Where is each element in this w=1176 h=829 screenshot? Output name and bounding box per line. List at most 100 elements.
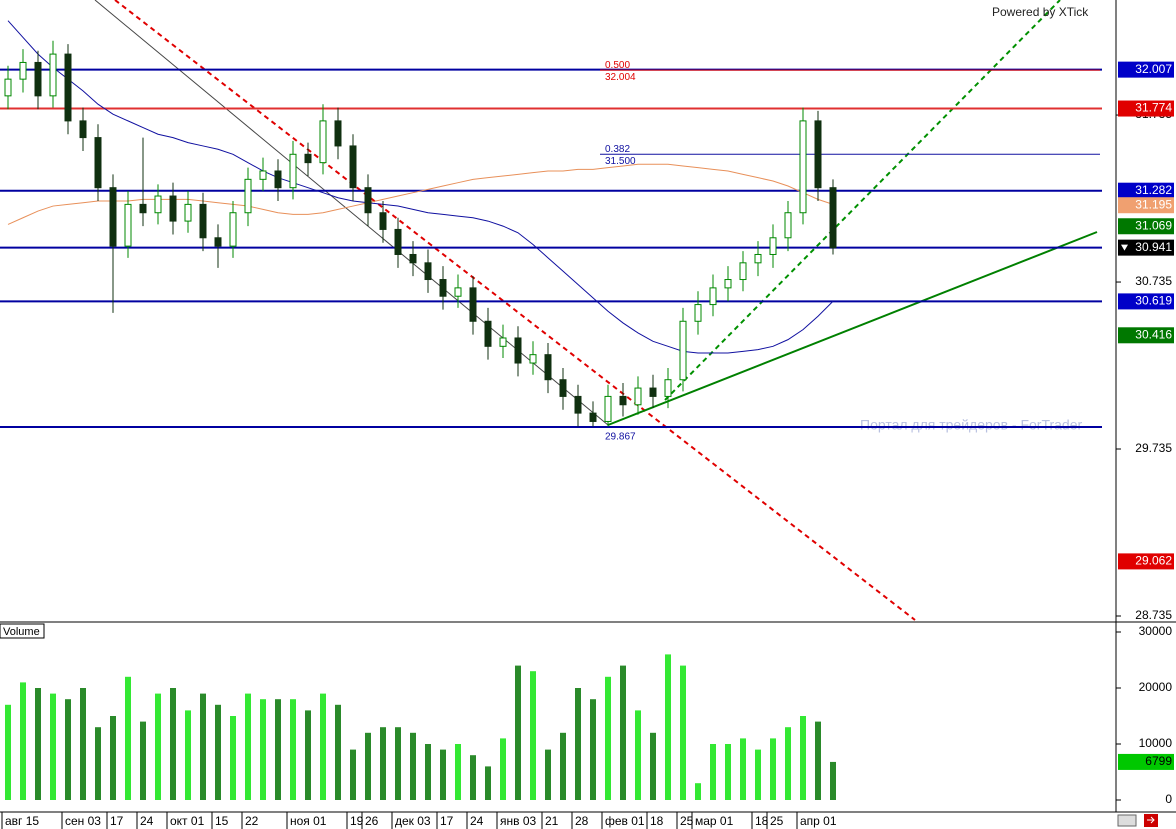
price-box-label: 30.941 (1135, 240, 1172, 254)
volume-bar (95, 727, 101, 800)
volume-bar (740, 738, 746, 800)
volume-bar (20, 682, 26, 800)
volume-bar (230, 716, 236, 800)
volume-bar (290, 699, 296, 800)
candle-body (484, 320, 492, 347)
brand: Powered by XTick (992, 5, 1089, 19)
candle-body (94, 137, 102, 189)
volume-bar (575, 688, 581, 800)
x-tick-label: 17 (440, 814, 454, 828)
scroll-button[interactable] (1117, 814, 1137, 827)
candle-body (544, 354, 552, 381)
volume-bar (455, 744, 461, 800)
candle-body (379, 212, 387, 230)
exit-icon (1147, 816, 1155, 824)
candle-body (334, 120, 342, 147)
price-box (1118, 100, 1174, 117)
candle-body (784, 212, 792, 239)
y-tick-label: 29.735 (1135, 441, 1172, 455)
candle-body (604, 395, 612, 422)
volume-bar (305, 710, 311, 800)
candle-body (199, 203, 207, 239)
candle-body (649, 387, 657, 397)
x-tick-label: 21 (545, 814, 559, 828)
volume-tick-label: 0 (1165, 792, 1172, 806)
volume-bar (35, 688, 41, 800)
candle-body (769, 237, 777, 255)
volume-bar (800, 716, 806, 800)
volume-bar (440, 749, 446, 800)
y-tick-label: 30.735 (1135, 274, 1172, 288)
volume-bar (185, 710, 191, 800)
price-box-label: 31.774 (1135, 101, 1172, 115)
candle-body (214, 237, 222, 247)
candle-body (319, 120, 327, 164)
volume-bar (170, 688, 176, 800)
volume-bar (350, 749, 356, 800)
volume-bar (770, 738, 776, 800)
watermark: Портал для трейдеров - ForTrader (860, 417, 1082, 433)
candle-body (154, 195, 162, 214)
volume-bar (215, 704, 221, 800)
volume-last-box (1118, 753, 1174, 770)
candle-body (109, 187, 117, 247)
candle-body (19, 61, 27, 80)
x-tick-label: 28 (575, 814, 589, 828)
volume-bar (50, 693, 56, 800)
candle-body (829, 187, 837, 249)
volume-bar (245, 693, 251, 800)
volume-bar (410, 732, 416, 800)
volume-bar (665, 654, 671, 800)
volume-bar (785, 727, 791, 800)
candle-body (169, 195, 177, 222)
candle-body (679, 320, 687, 381)
volume-bar (620, 665, 626, 800)
price-box-label: 30.416 (1135, 327, 1172, 341)
volume-bar (200, 693, 206, 800)
volume-bar (125, 676, 131, 800)
volume-bar (275, 699, 281, 800)
trend-line (607, 231, 1098, 426)
candle-body (559, 379, 567, 397)
trend-line (664, 0, 1061, 401)
candle-body (529, 354, 537, 364)
candle-body (79, 120, 87, 139)
volume-bar (815, 721, 821, 800)
volume-bar (560, 732, 566, 800)
volume-bar (515, 665, 521, 800)
volume-bar (320, 693, 326, 800)
price-panel: Портал для трейдеров - ForTrader 0.50032… (0, 0, 1102, 621)
x-tick-label: 18 (755, 814, 769, 828)
volume-label: Volume (3, 626, 40, 638)
candle-body (259, 170, 267, 180)
x-tick-label: 22 (245, 814, 259, 828)
candle-body (424, 262, 432, 281)
volume-bar (695, 783, 701, 800)
price-box-label: 31.195 (1135, 197, 1172, 211)
x-tick-label: фев 01 (605, 814, 645, 828)
volume-bar (725, 744, 731, 800)
candle-body (799, 120, 807, 214)
x-tick-label: ноя 01 (290, 814, 327, 828)
volume-bar (425, 744, 431, 800)
x-tick-label: 24 (140, 814, 154, 828)
price-box-label: 32.007 (1135, 62, 1172, 76)
candle-body (124, 203, 132, 247)
x-tick-label: 25 (680, 814, 694, 828)
price-box-label: 31.069 (1135, 218, 1172, 232)
fib-price: 32.004 (605, 72, 636, 83)
candle-body (139, 203, 147, 214)
candle-body (409, 253, 417, 264)
candle-body (754, 253, 762, 264)
volume-bar (380, 727, 386, 800)
fib-price: 31.500 (605, 156, 636, 167)
price-box-label: 31.282 (1135, 183, 1172, 197)
volume-bar (335, 704, 341, 800)
x-tick-label: 17 (110, 814, 124, 828)
volume-bar (650, 732, 656, 800)
volume-bar (680, 665, 686, 800)
volume-bar (590, 699, 596, 800)
x-tick-label: 15 (215, 814, 229, 828)
candle-body (619, 395, 627, 406)
y-tick-label: 28.735 (1135, 608, 1172, 622)
